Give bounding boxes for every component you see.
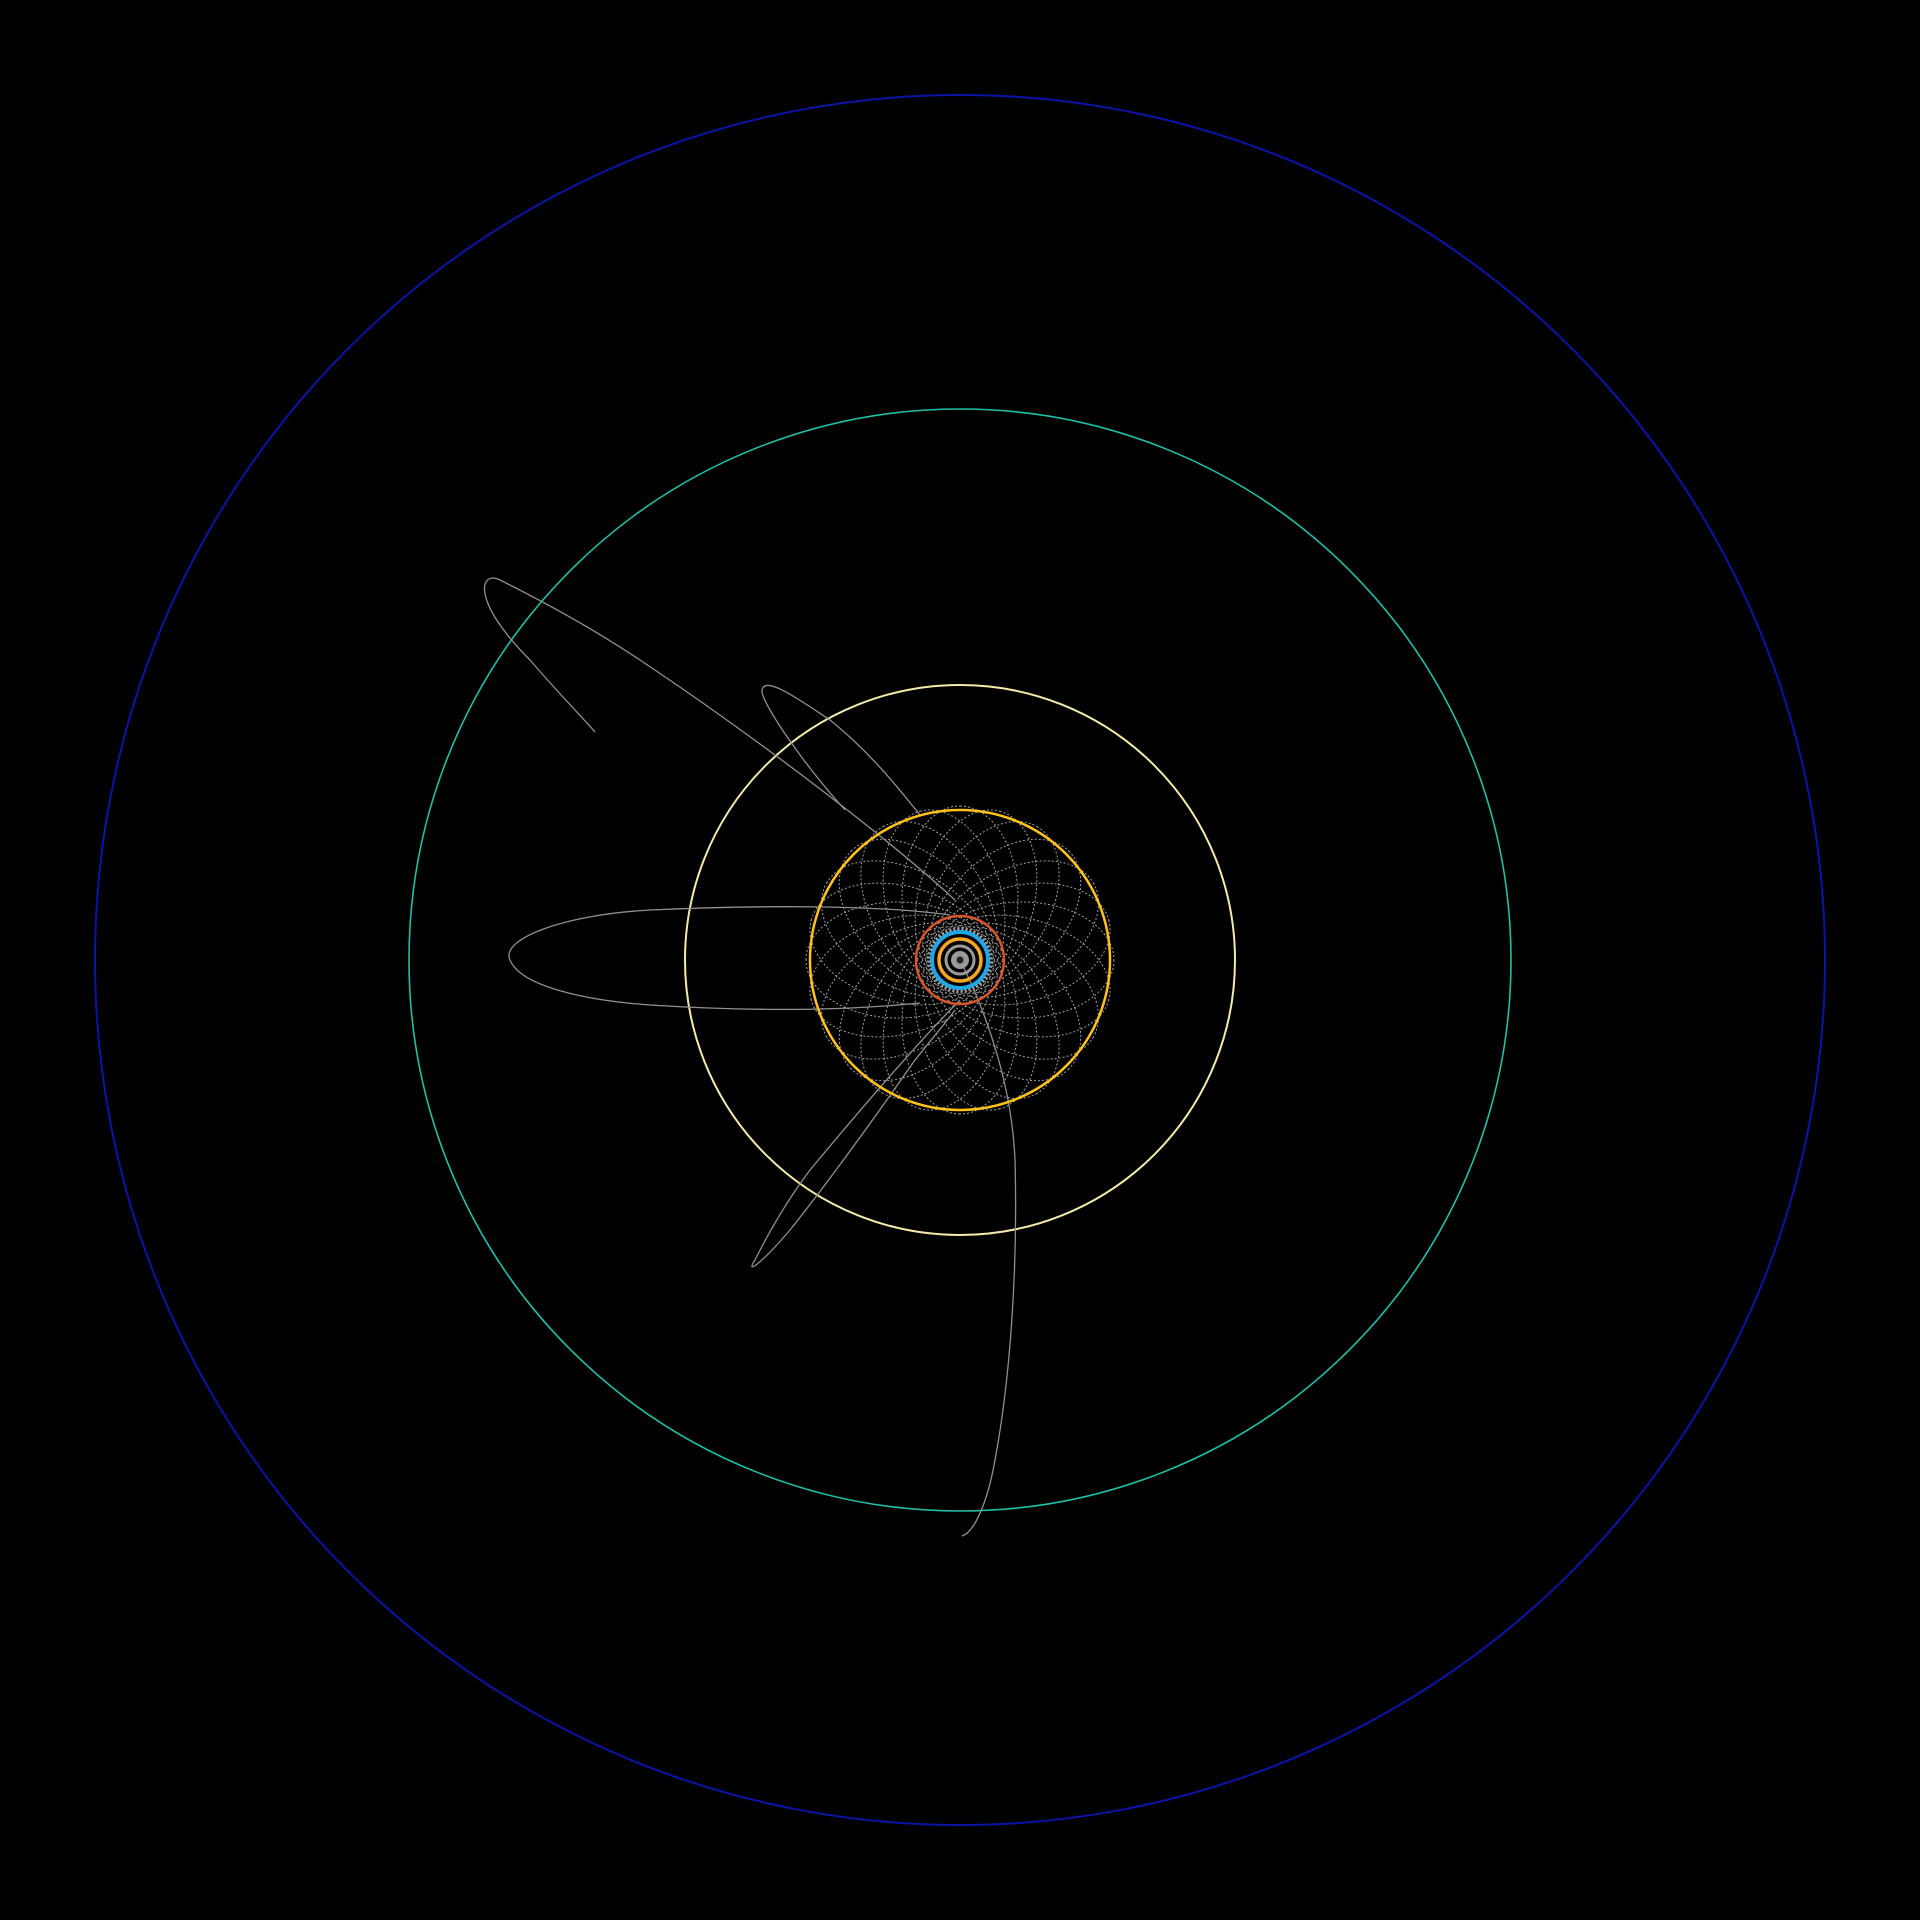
rosette-loop [901,929,1019,1115]
rosette-loop [821,860,992,998]
rosette-loop [860,928,998,1099]
rosette-loop [821,922,992,1060]
rosette-loop [901,805,1019,991]
rosette-loop [882,929,1006,1111]
rosette-loop [926,838,1082,994]
comet-orbits [483,577,1017,1537]
rosette-loop [922,928,1060,1099]
rosette-loop [838,838,994,994]
venus-orbit [937,937,983,983]
rosette-loop [860,821,998,992]
precessing-orbit-rosette [805,805,1115,1115]
sun-core [956,956,964,964]
comet-orbit-northwest [483,577,956,901]
neptune-orbit [94,94,1826,1826]
uranus-orbit [408,408,1512,1512]
saturn-orbit [684,684,1236,1236]
rosette-loop [929,882,1111,1006]
mars-orbit [914,914,1006,1006]
rosette-loop [838,926,994,1082]
comet-orbit-south [959,959,1017,1537]
rosette-loop [805,901,991,1019]
rosette-loop [922,821,1060,992]
comet-orbit-northwest-inner [761,684,921,816]
rosette-loop [928,860,1099,998]
rosette-loop [928,922,1099,1060]
mercury-orbit [944,944,976,976]
rosette-loop [882,809,1006,991]
rosette-loop [914,809,1038,991]
rosette-loop [809,882,991,1006]
comet-orbit-southwest [751,999,961,1268]
jupiter-orbit [808,808,1112,1112]
earth-orbit [930,930,990,990]
rosette-loop [914,929,1038,1111]
rosette-loop [929,901,1115,1019]
rosette-loop [926,926,1082,1082]
comet-orbit-west [508,906,951,1010]
rosette-loop [929,914,1111,1038]
rosette-loop [809,914,991,1038]
